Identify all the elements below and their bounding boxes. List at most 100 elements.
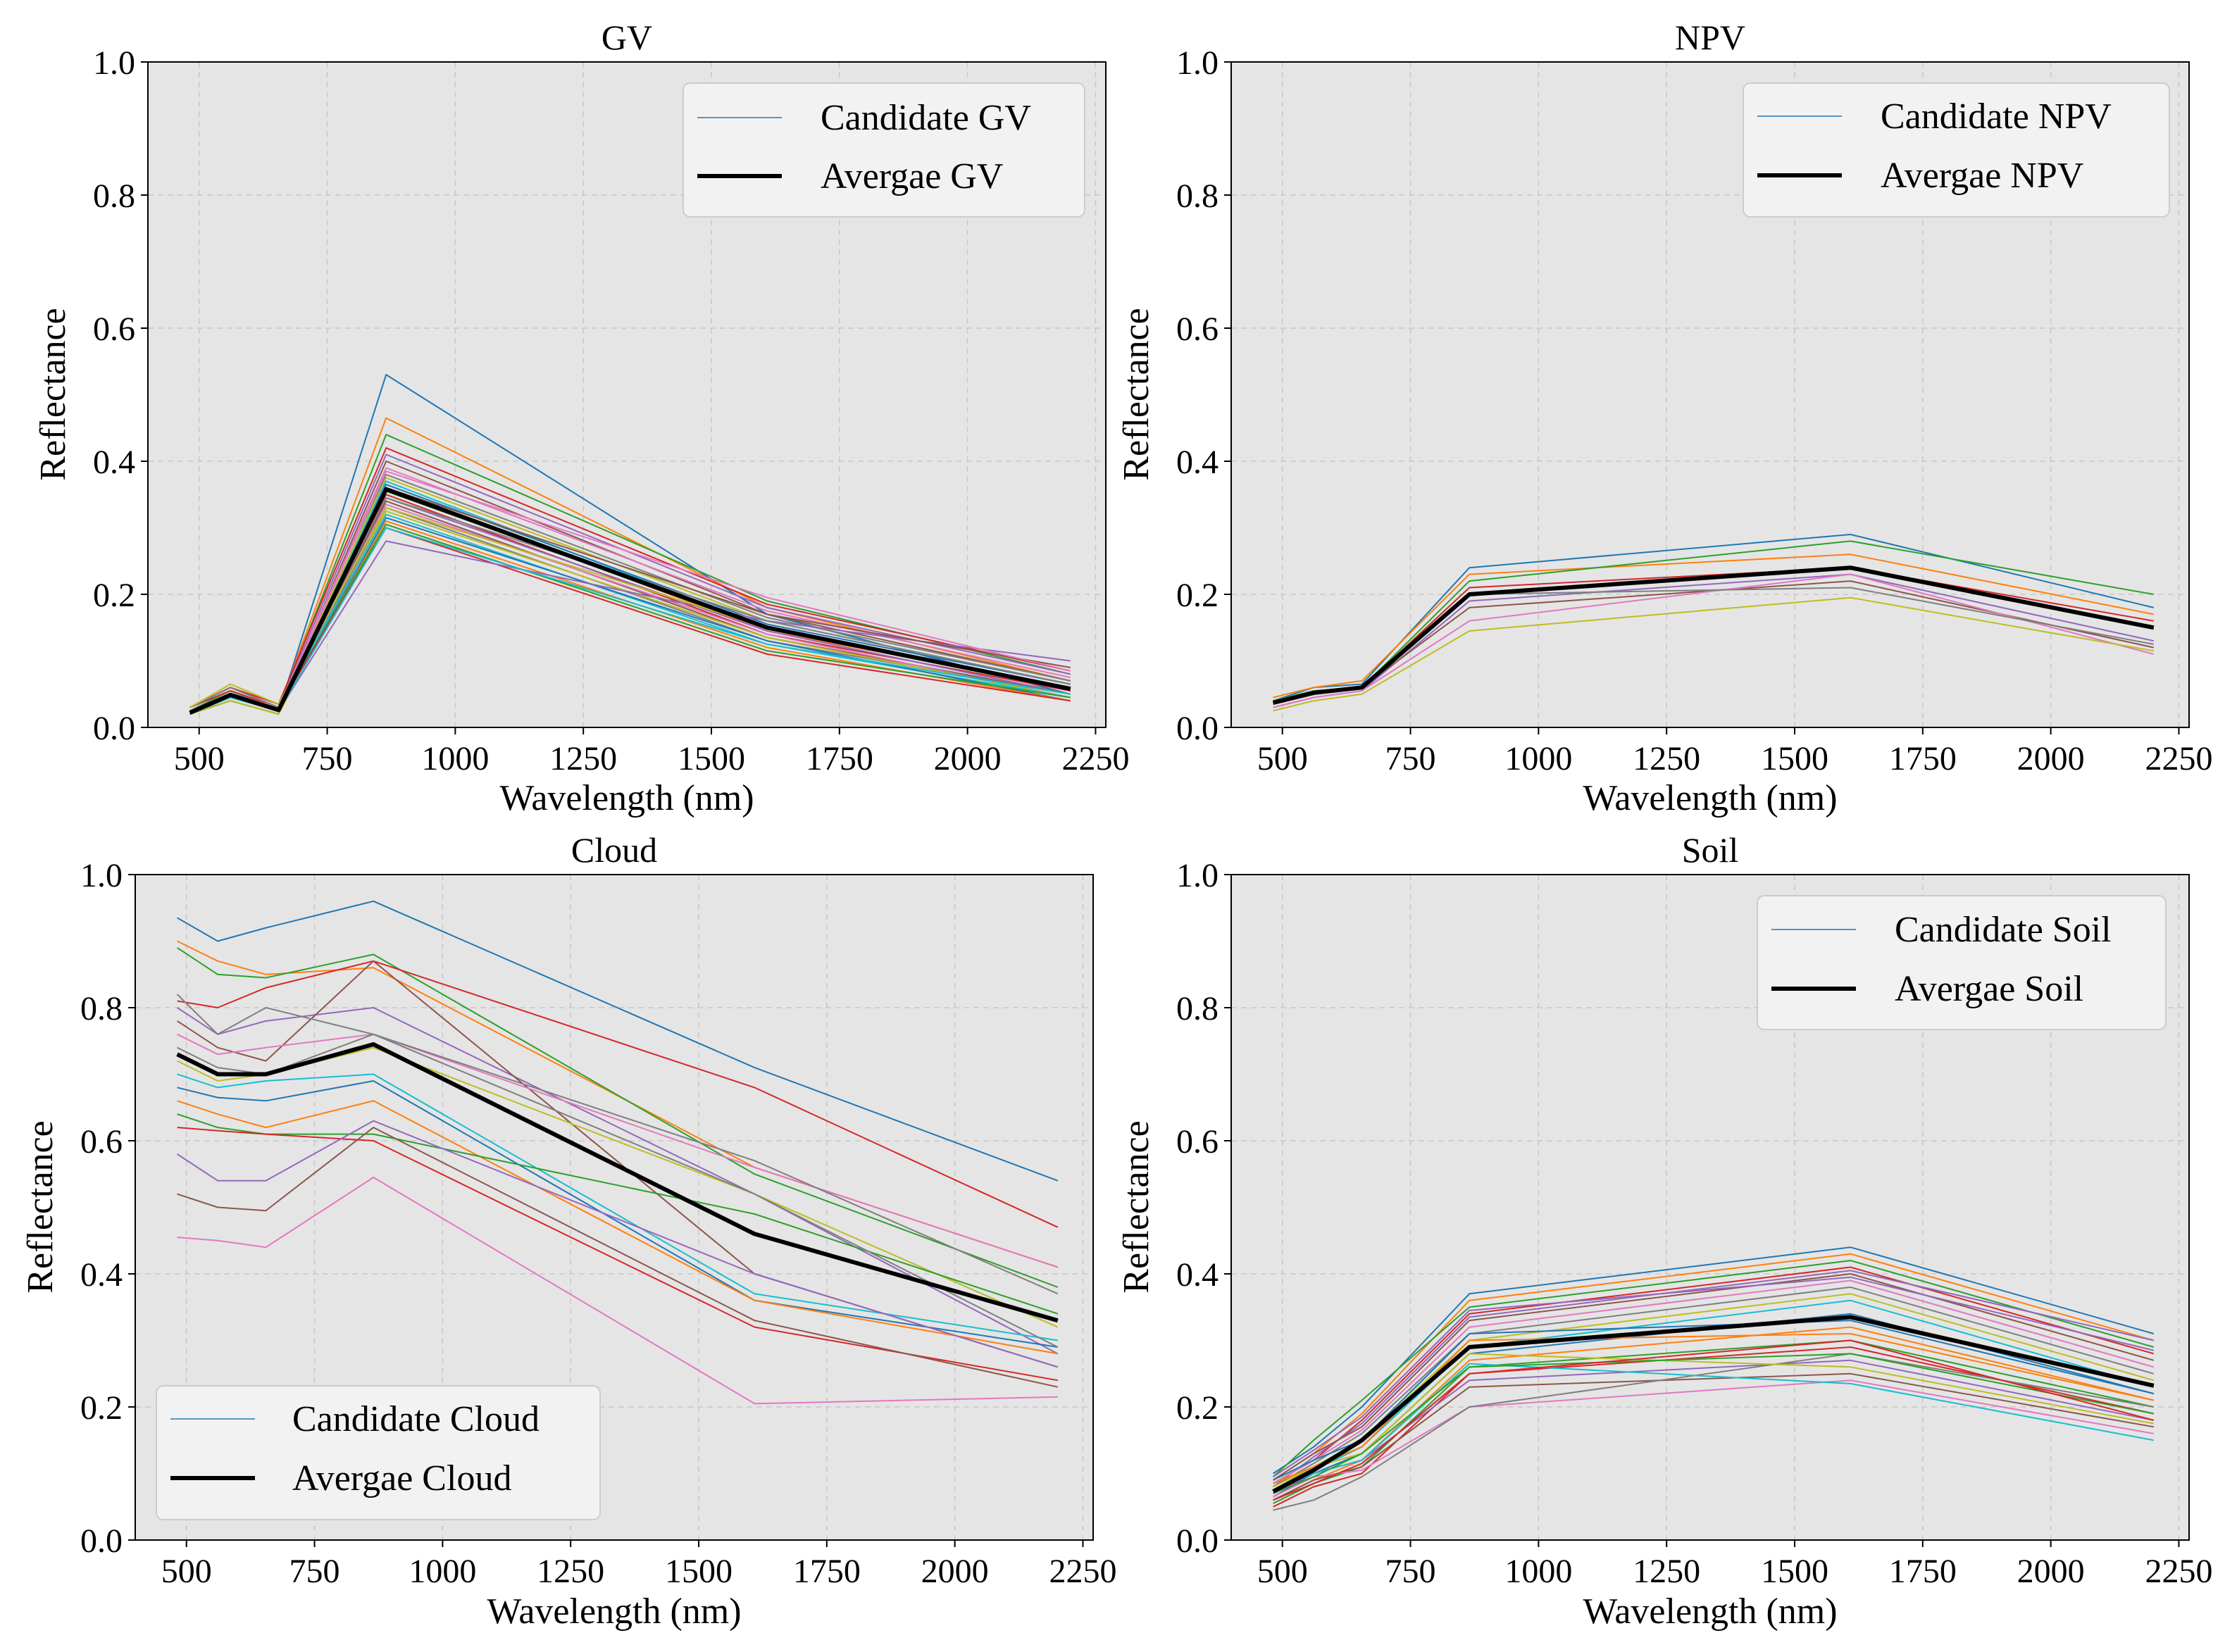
frame-cloud: [135, 874, 1094, 1541]
x-tick-label: 500: [174, 740, 225, 777]
y-tick-label: 0.0: [80, 1522, 123, 1560]
candidate-line: [1273, 1320, 2155, 1481]
x-tick-label: 2000: [934, 740, 1002, 777]
x-tick-label: 2250: [2145, 740, 2212, 777]
ticks-soil: 500 750 1000 1250 1500 1750 2000 2250 0.0 0.2 0.4 0…: [1176, 857, 2212, 1590]
candidate-line: [1273, 1246, 2155, 1475]
legend-box-gv: [683, 82, 1085, 218]
x-tick-label: 1000: [409, 1553, 476, 1590]
series-npv: [1272, 534, 2155, 712]
y-tick-label: 0.8: [1176, 990, 1219, 1027]
chart-title-cloud: Cloud: [571, 830, 657, 870]
legend-box-npv: [1743, 82, 2170, 218]
average-line: [1272, 1315, 2155, 1494]
x-tick-label: 1500: [1761, 1553, 1828, 1590]
x-tick-label: 1000: [1504, 740, 1572, 777]
x-tick-label: 2000: [2017, 1553, 2085, 1590]
x-tick-label: 750: [302, 740, 353, 777]
panel-gv: 500 750 1000 1250 1500 1750 2000 2250 0.0 0.2 0.4 0…: [33, 18, 1129, 818]
candidate-line: [177, 1113, 1059, 1315]
candidate-line: [177, 1007, 1059, 1355]
x-tick-label: 1250: [1633, 1553, 1700, 1590]
y-tick-label: 0.8: [93, 177, 135, 215]
panel-soil: 500 750 1000 1250 1500 1750 2000 2250 0.0 0.2 0.4 0…: [1116, 830, 2212, 1632]
ticks-cloud: 500 750 1000 1250 1500 1750 2000 2250 0.0 0.2 0.4 0…: [80, 857, 1116, 1590]
y-tick-label: 0.2: [1176, 577, 1219, 614]
frame-npv: [1230, 61, 2190, 728]
y-axis-label-npv: Reflectance: [1116, 308, 1157, 480]
y-tick-label: 0.2: [80, 1389, 123, 1427]
candidate-line: [189, 527, 1071, 715]
legend-npv: Candidate NPV Avergae NPV: [1743, 82, 2170, 218]
chart-title-soil: Soil: [1682, 830, 1739, 870]
ticks-npv: 500 750 1000 1250 1500 1750 2000 2250 0.0 0.2 0.4 0…: [1176, 44, 2212, 777]
candidate-line: [1273, 1372, 2154, 1501]
y-tick-label: 0.4: [93, 444, 135, 481]
frame-gv: [147, 61, 1107, 728]
candidate-line: [177, 1073, 1058, 1341]
legend-box-soil: [1757, 895, 2167, 1030]
x-tick-label: 500: [161, 1553, 212, 1590]
legend-average-label-npv: Avergae NPV: [1881, 156, 2083, 196]
legend-cloud: Candidate Cloud Avergae Cloud: [156, 1385, 601, 1520]
candidate-line: [1273, 1363, 2154, 1491]
y-tick-label: 0.2: [93, 577, 135, 614]
panel-npv: 500 750 1000 1250 1500 1750 2000 2250 0.0 0.2 0.4 0…: [1116, 18, 2212, 818]
y-tick-label: 0.4: [1176, 1256, 1219, 1294]
legend-candidate-label-npv: Candidate NPV: [1881, 96, 2112, 137]
legend-gv: Candidate GV Avergae GV: [683, 82, 1085, 218]
y-axis-label-gv: Reflectance: [33, 308, 73, 480]
x-tick-label: 1750: [1889, 740, 1957, 777]
candidate-line: [177, 1120, 1059, 1368]
y-tick-label: 0.4: [80, 1256, 123, 1294]
series-gv: [189, 374, 1071, 715]
candidate-line: [177, 1127, 1059, 1388]
x-tick-label: 2250: [1061, 740, 1129, 777]
x-tick-label: 750: [1385, 1553, 1436, 1590]
x-axis-label-npv: Wavelength (nm): [1583, 778, 1837, 818]
candidate-line: [177, 1127, 1058, 1382]
candidate-line: [1273, 1346, 2155, 1508]
legend-box-cloud: [156, 1385, 601, 1520]
y-tick-label: 0.6: [1176, 311, 1219, 348]
x-tick-label: 1000: [421, 740, 489, 777]
legend-candidate-label-soil: Candidate Soil: [1895, 910, 2112, 950]
series-cloud: [176, 900, 1059, 1405]
chart-title-gv: GV: [602, 18, 652, 57]
y-tick-label: 1.0: [80, 857, 123, 894]
x-tick-label: 750: [1385, 740, 1436, 777]
x-tick-label: 750: [289, 1553, 340, 1590]
candidate-line: [176, 994, 1059, 1348]
x-tick-label: 1500: [665, 1553, 733, 1590]
candidate-line: [177, 960, 1059, 1228]
series-soil: [1272, 1246, 2155, 1511]
candidate-line: [1272, 1260, 2155, 1477]
x-tick-label: 500: [1257, 1553, 1308, 1590]
x-tick-label: 2250: [2145, 1553, 2212, 1590]
y-tick-label: 1.0: [93, 44, 135, 82]
candidate-line: [189, 510, 1071, 715]
candidate-line: [177, 1177, 1058, 1405]
candidate-line: [177, 1033, 1059, 1268]
y-tick-label: 0.4: [1176, 444, 1219, 481]
y-tick-label: 0.6: [1176, 1123, 1219, 1160]
y-tick-label: 0.0: [1176, 1522, 1219, 1560]
panel-cloud: 500 750 1000 1250 1500 1750 2000 2250 0.0 0.2 0.4 0…: [20, 830, 1116, 1632]
candidate-line: [1273, 553, 2154, 699]
average-line: [176, 1042, 1059, 1323]
x-tick-label: 1750: [793, 1553, 861, 1590]
x-axis-label-soil: Wavelength (nm): [1583, 1591, 1837, 1632]
y-tick-label: 0.0: [1176, 710, 1219, 747]
x-tick-label: 1000: [1504, 1553, 1572, 1590]
x-tick-label: 1250: [549, 740, 617, 777]
y-tick-label: 0.6: [93, 311, 135, 348]
y-tick-label: 0.8: [1176, 177, 1219, 215]
frame-soil: [1230, 874, 2190, 1541]
y-tick-label: 1.0: [1176, 857, 1219, 894]
x-axis-label-cloud: Wavelength (nm): [487, 1591, 741, 1632]
candidate-line: [189, 527, 1071, 708]
chart-title-npv: NPV: [1675, 18, 1745, 57]
candidate-line: [1273, 1270, 2155, 1488]
y-tick-label: 0.8: [80, 990, 123, 1027]
x-tick-label: 1750: [806, 740, 873, 777]
